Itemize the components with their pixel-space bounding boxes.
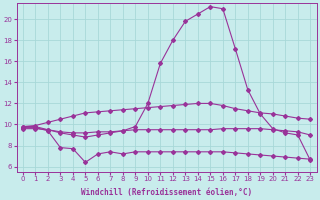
X-axis label: Windchill (Refroidissement éolien,°C): Windchill (Refroidissement éolien,°C)	[81, 188, 252, 197]
